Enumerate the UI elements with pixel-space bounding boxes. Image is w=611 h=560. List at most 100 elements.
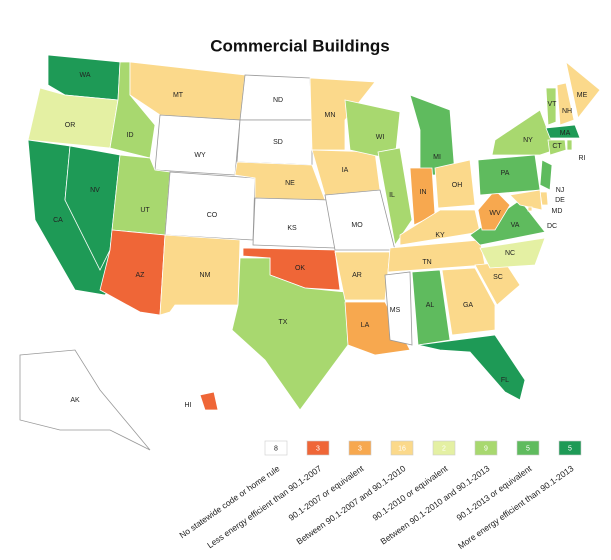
- state-label: NJ: [556, 187, 565, 194]
- state: [19, 349, 151, 451]
- state: [334, 251, 391, 301]
- state: [324, 189, 396, 251]
- state-label: IL: [389, 192, 395, 199]
- state-label: KS: [287, 225, 297, 232]
- legend-count: 5: [568, 445, 572, 452]
- state-label: IA: [342, 167, 349, 174]
- state-label: AL: [426, 302, 435, 309]
- state: [434, 159, 476, 209]
- state: [479, 237, 546, 269]
- state-label: FL: [501, 377, 509, 384]
- legend-count: 2: [442, 445, 446, 452]
- state: [491, 109, 556, 156]
- legend-swatch: [474, 440, 498, 456]
- state: [252, 197, 336, 249]
- state-label: OK: [295, 265, 305, 272]
- state-label: KY: [435, 232, 445, 239]
- state-label: AK: [70, 397, 80, 404]
- state: [309, 77, 376, 151]
- state-label: NY: [523, 137, 533, 144]
- state: [441, 267, 496, 336]
- state: [199, 391, 219, 411]
- state-label: LA: [361, 322, 370, 329]
- state-label: MT: [173, 92, 184, 99]
- state-label: NV: [90, 187, 100, 194]
- state-label: OH: [452, 182, 463, 189]
- state: [64, 145, 121, 271]
- state-label: MA: [560, 130, 571, 137]
- state-label: OR: [65, 122, 76, 129]
- legend-swatch: [432, 440, 456, 456]
- legend-count: 8: [274, 445, 278, 452]
- state-label: WY: [194, 152, 206, 159]
- state: [377, 147, 413, 247]
- state-label: CA: [53, 217, 63, 224]
- state: [154, 114, 241, 176]
- state-label: SC: [493, 274, 503, 281]
- state-label: MO: [351, 222, 363, 229]
- state-label: NM: [200, 272, 211, 279]
- legend-label: 90.1-2013 or equivalent: [455, 463, 534, 523]
- legend-swatch: [390, 440, 414, 456]
- state: [545, 124, 581, 139]
- state-label: MD: [552, 208, 563, 215]
- legend-swatch: [306, 440, 330, 456]
- state-label: DC: [547, 223, 557, 230]
- state-label: MN: [325, 112, 336, 119]
- state-label: NC: [505, 250, 515, 257]
- state-label: NH: [562, 108, 572, 115]
- state-label: VT: [548, 101, 558, 108]
- legend-swatch: [264, 440, 288, 456]
- state-label: CT: [552, 143, 562, 150]
- state: [545, 87, 557, 126]
- state: [527, 206, 533, 212]
- state-label: HI: [185, 402, 192, 409]
- state: [539, 159, 553, 191]
- state: [547, 139, 567, 156]
- state: [411, 269, 451, 346]
- state: [509, 189, 543, 211]
- state-label: WI: [376, 134, 385, 141]
- state-label: PA: [501, 170, 510, 177]
- state-label: VA: [511, 222, 520, 229]
- state-label: IN: [420, 189, 427, 196]
- state-label: NE: [285, 180, 295, 187]
- state-label: TX: [279, 319, 288, 326]
- state-label: RI: [579, 155, 586, 162]
- legend-count: 16: [398, 445, 406, 452]
- state: [566, 139, 573, 151]
- legend-swatch: [348, 440, 372, 456]
- state-label: UT: [140, 207, 150, 214]
- state-label: AZ: [136, 272, 146, 279]
- state-label: TN: [422, 259, 431, 266]
- state-label: SD: [273, 139, 283, 146]
- state-label: GA: [463, 302, 473, 309]
- legend-count: 5: [526, 445, 530, 452]
- state: [344, 301, 411, 356]
- legend-swatch: [516, 440, 540, 456]
- map-title: Commercial Buildings: [210, 36, 389, 55]
- state-label: MI: [433, 154, 441, 161]
- state-label: DE: [555, 197, 565, 204]
- state: [409, 94, 456, 176]
- legend-count: 9: [484, 445, 488, 452]
- state-label: ID: [127, 132, 134, 139]
- legend-swatch: [558, 440, 582, 456]
- state-label: WA: [79, 72, 90, 79]
- state-label: CO: [207, 212, 218, 219]
- state: [384, 271, 413, 346]
- state: [565, 60, 601, 119]
- state: [129, 61, 246, 121]
- state: [556, 82, 575, 126]
- legend-label: 90.1-2007 or equivalent: [287, 463, 366, 523]
- state: [159, 234, 241, 316]
- legend-count: 3: [358, 445, 362, 452]
- state-label: MS: [390, 307, 401, 314]
- legend-label: 90.1-2010 or equivalent: [371, 463, 450, 523]
- state-label: WV: [489, 210, 501, 217]
- state-label: ME: [577, 92, 588, 99]
- state: [399, 209, 481, 246]
- state-label: ND: [273, 97, 283, 104]
- state-label: AR: [352, 272, 362, 279]
